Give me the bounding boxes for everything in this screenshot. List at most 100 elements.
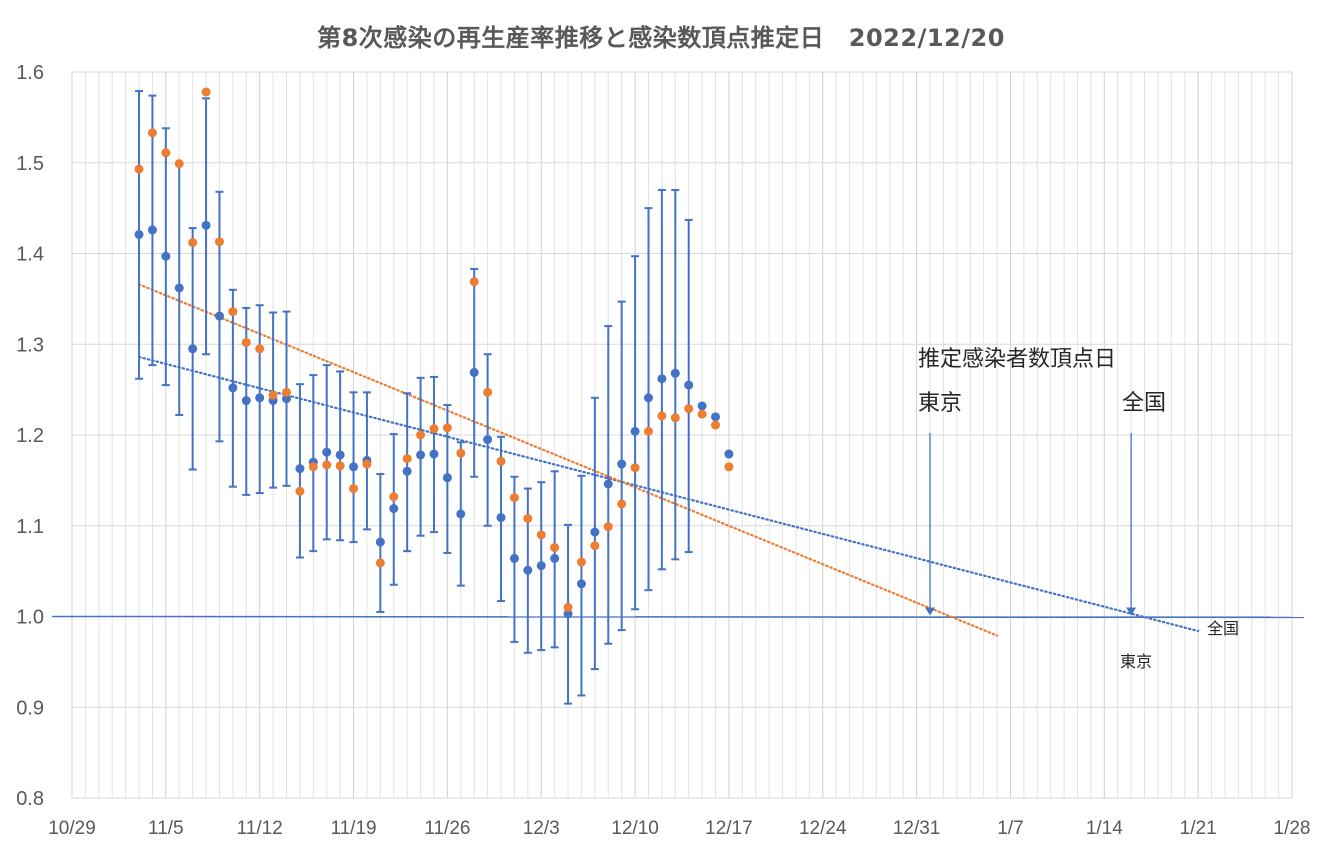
data-point-series-1	[201, 220, 211, 230]
data-point-series-2	[295, 486, 305, 496]
x-tick-label: 12/31	[893, 818, 941, 839]
trendline-series-1	[137, 355, 1200, 633]
y-tick-label: 1.5	[16, 153, 44, 175]
data-point-series-1	[402, 466, 412, 476]
data-point-series-1	[416, 450, 426, 460]
data-point-series-1	[282, 394, 292, 404]
data-point-series-1	[255, 393, 265, 403]
data-point-series-1	[711, 412, 721, 422]
data-point-series-2	[322, 460, 332, 470]
annotation-header: 推定感染者数頂点日	[918, 347, 1116, 372]
baseline-layer	[51, 615, 1305, 619]
data-point-series-2	[550, 543, 560, 553]
y-tick-label: 1.4	[16, 244, 44, 266]
data-point-series-2	[456, 448, 466, 458]
axis-labels-layer: 0.8 0.9 1.0 1.1 1.2 1.3 1.4 1.5 1.6 10/29 11/5 11/1…	[16, 62, 1310, 839]
data-point-series-2	[657, 411, 667, 421]
y-tick-label: 1.2	[16, 425, 44, 447]
data-point-series-1	[295, 464, 305, 474]
data-point-series-1	[322, 447, 332, 457]
data-point-series-1	[550, 553, 560, 563]
data-point-series-1	[536, 561, 546, 571]
data-point-series-2	[134, 164, 144, 174]
data-point-series-2	[201, 87, 211, 97]
data-point-series-2	[375, 558, 385, 568]
data-point-series-2	[429, 424, 439, 434]
annotation-tokyo-label: 東京	[918, 391, 962, 416]
data-point-series-2	[576, 557, 586, 567]
data-point-series-2	[469, 277, 479, 287]
points-layer	[134, 87, 734, 619]
data-point-series-1	[241, 396, 251, 406]
data-point-series-2	[590, 541, 600, 551]
x-tick-label: 11/12	[237, 818, 283, 839]
data-point-series-2	[483, 387, 493, 397]
data-point-series-1	[657, 374, 667, 384]
arrow-tokyo-head	[925, 607, 936, 616]
data-point-series-2	[255, 344, 265, 354]
data-point-series-2	[416, 430, 426, 440]
data-point-series-1	[630, 426, 640, 436]
trend-layer	[137, 283, 1200, 637]
data-point-series-1	[375, 537, 385, 547]
data-point-series-2	[174, 159, 184, 169]
data-point-series-2	[241, 337, 251, 347]
data-point-series-1	[456, 509, 466, 519]
data-point-series-2	[684, 404, 694, 414]
y-tick-label: 0.9	[16, 697, 44, 719]
y-tick-label: 0.8	[16, 788, 44, 810]
data-point-series-1	[724, 449, 734, 459]
data-point-series-2	[389, 492, 399, 502]
data-point-series-2	[228, 307, 238, 317]
data-point-series-1	[335, 450, 345, 460]
data-point-series-2	[630, 463, 640, 473]
x-tick-label: 12/24	[799, 818, 847, 839]
data-point-series-1	[563, 609, 573, 619]
data-point-series-1	[469, 367, 479, 377]
data-point-series-2	[670, 413, 680, 423]
data-point-series-2	[308, 462, 318, 472]
data-point-series-1	[496, 513, 506, 523]
data-point-series-1	[670, 368, 680, 378]
data-point-series-2	[268, 390, 278, 400]
baseline-1-0	[51, 615, 1305, 619]
data-point-series-2	[214, 237, 224, 247]
data-point-series-1	[214, 311, 224, 321]
data-point-series-2	[697, 409, 707, 419]
x-tick-label: 12/10	[611, 818, 659, 839]
data-point-series-2	[335, 461, 345, 471]
x-tick-label: 1/14	[1086, 818, 1123, 839]
trendline-label-zenkoku: 全国	[1207, 619, 1239, 638]
data-point-series-2	[349, 484, 359, 494]
data-point-series-1	[188, 344, 198, 354]
trendline-series-2	[137, 283, 999, 637]
data-point-series-1	[576, 579, 586, 589]
data-point-series-2	[161, 148, 171, 158]
data-point-series-2	[523, 513, 533, 523]
x-tick-label: 10/29	[48, 818, 96, 839]
y-tick-label: 1.3	[16, 334, 44, 356]
data-point-series-1	[442, 473, 452, 483]
data-point-series-2	[711, 420, 721, 430]
data-point-series-2	[147, 128, 157, 138]
y-tick-label: 1.1	[16, 516, 44, 538]
data-point-series-2	[496, 456, 506, 466]
data-point-series-2	[643, 426, 653, 436]
data-point-series-2	[603, 522, 613, 532]
data-point-series-1	[684, 380, 694, 390]
data-point-series-1	[643, 393, 653, 403]
data-point-series-2	[563, 602, 573, 612]
data-point-series-1	[429, 449, 439, 459]
data-point-series-1	[174, 283, 184, 293]
data-point-series-1	[134, 229, 144, 239]
grid-layer	[71, 71, 1293, 799]
x-tick-label: 11/26	[424, 818, 470, 839]
data-point-series-2	[188, 238, 198, 248]
x-tick-label: 12/3	[523, 818, 560, 839]
data-point-series-1	[509, 553, 519, 563]
x-tick-label: 1/28	[1274, 818, 1311, 839]
data-point-series-2	[282, 387, 292, 397]
